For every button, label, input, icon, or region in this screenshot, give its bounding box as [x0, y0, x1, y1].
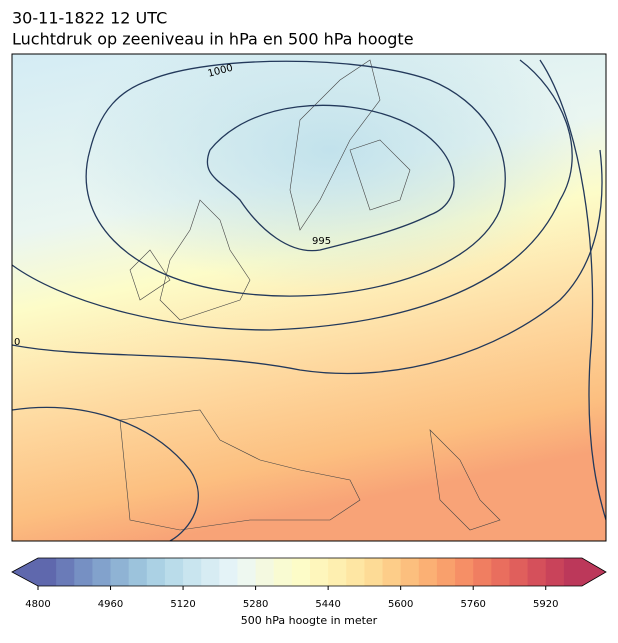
colorbar-tick-label: 5440	[315, 599, 340, 610]
colorbar: 4800 4960 5120 5280 5440 5600 5760 5920	[11, 557, 607, 610]
colorbar-segment	[56, 558, 75, 586]
colorbar-label: 500 hPa hoogte in meter	[241, 614, 378, 627]
colorbar-segment	[473, 558, 492, 586]
colorbar-segment	[527, 558, 547, 586]
map-frame	[11, 53, 607, 542]
contour-label: 995	[312, 236, 331, 247]
colorbar-segment	[328, 558, 347, 586]
map	[12, 54, 606, 541]
contour-label: 0	[14, 337, 20, 348]
colorbar-segment	[455, 558, 474, 586]
title: 30-11-1822 12 UTC	[12, 9, 167, 28]
colorbar-segment	[146, 558, 166, 586]
colorbar-segment	[491, 558, 510, 586]
colorbar-segment	[128, 558, 148, 586]
colorbar-segment	[418, 558, 438, 586]
colorbar-segment	[201, 558, 220, 586]
colorbar-tick-label: 5280	[243, 599, 268, 610]
colorbar-tick-label: 5920	[533, 599, 558, 610]
colorbar-segment	[545, 558, 565, 586]
colorbar-segment	[92, 558, 112, 586]
colorbar-segment	[74, 558, 93, 586]
colorbar-segment	[38, 558, 57, 586]
colorbar-segment	[400, 558, 420, 586]
colorbar-segment	[237, 558, 257, 586]
colorbar-segment	[509, 558, 529, 586]
colorbar-tick-label: 5760	[460, 599, 485, 610]
colorbar-segment	[219, 558, 238, 586]
colorbar-extend-low	[12, 558, 38, 586]
colorbar-tick-label: 4960	[98, 599, 123, 610]
colorbar-extend-high	[582, 558, 606, 586]
colorbar-segment	[164, 558, 184, 586]
colorbar-segment	[183, 558, 202, 586]
colorbar-segment	[346, 558, 365, 586]
colorbar-segment	[310, 558, 329, 586]
colorbar-segment	[110, 558, 130, 586]
colorbar-tick-label: 5600	[388, 599, 413, 610]
colorbar-segment	[255, 558, 275, 586]
colorbar-segment	[436, 558, 456, 586]
colorbar-segment	[563, 558, 583, 586]
colorbar-segment	[382, 558, 402, 586]
colorbar-tick-label: 4800	[25, 599, 50, 610]
colorbar-tick-label: 5120	[170, 599, 195, 610]
colorbar-segment	[273, 558, 293, 586]
colorbar-segment	[364, 558, 384, 586]
subtitle: Luchtdruk op zeeniveau in hPa en 500 hPa…	[12, 30, 414, 49]
colorbar-segment	[291, 558, 311, 586]
